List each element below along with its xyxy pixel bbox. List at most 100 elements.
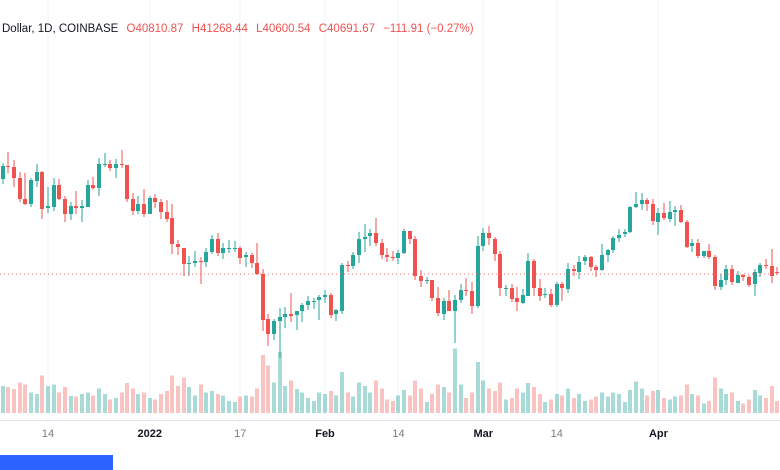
price-chart-canvas[interactable] bbox=[0, 0, 780, 420]
volume-bar bbox=[690, 393, 694, 413]
volume-bar bbox=[396, 395, 400, 413]
volume-bar bbox=[741, 403, 745, 413]
candle-body bbox=[6, 166, 10, 167]
volume-bar bbox=[108, 399, 112, 413]
volume-bar bbox=[323, 393, 327, 413]
volume-bar bbox=[368, 392, 372, 413]
volume-bar bbox=[408, 395, 412, 413]
candle-body bbox=[91, 185, 95, 188]
candle-body bbox=[736, 275, 740, 283]
ohlc-low: L40600.54 bbox=[256, 23, 311, 35]
volume-bar bbox=[577, 393, 581, 413]
candle-body bbox=[589, 257, 593, 267]
candle-body bbox=[555, 284, 559, 305]
volume-bar bbox=[97, 388, 101, 413]
candle-body bbox=[385, 255, 389, 257]
candle-body bbox=[86, 185, 90, 207]
candle-body bbox=[685, 222, 689, 247]
volume-bar bbox=[52, 384, 56, 413]
footer-blue-bar[interactable] bbox=[0, 455, 113, 470]
candle-body bbox=[368, 233, 372, 236]
volume-bar bbox=[724, 393, 728, 413]
candle-body bbox=[662, 213, 666, 218]
candle-body bbox=[526, 261, 530, 296]
volume-bar bbox=[199, 384, 203, 413]
volume-bar bbox=[402, 389, 406, 413]
candle-body bbox=[18, 178, 22, 199]
candle-body bbox=[193, 261, 197, 263]
time-axis-label[interactable]: Mar bbox=[473, 428, 494, 440]
volume-bar bbox=[374, 380, 378, 413]
candle-body bbox=[120, 164, 124, 165]
volume-bar bbox=[227, 400, 231, 413]
time-axis-label[interactable]: 2022 bbox=[137, 428, 163, 440]
candle-body bbox=[600, 255, 604, 270]
time-axis[interactable]: 14 2022 17 Feb 14 Mar 14 Apr bbox=[0, 420, 780, 449]
volume-bar bbox=[385, 399, 389, 413]
time-axis-label[interactable]: 14 bbox=[41, 428, 55, 440]
volume-bar bbox=[504, 399, 508, 413]
volume-bar bbox=[600, 392, 604, 413]
candle-body bbox=[312, 301, 316, 302]
candle-body bbox=[640, 200, 644, 204]
volume-bar bbox=[86, 392, 90, 413]
candle-body bbox=[724, 269, 728, 280]
volume-bar bbox=[555, 393, 559, 413]
volume-bar bbox=[182, 377, 186, 413]
candle-body bbox=[340, 265, 344, 311]
volume-bar bbox=[589, 399, 593, 413]
candle-body bbox=[346, 265, 350, 266]
candle-body bbox=[46, 206, 50, 208]
volume-bar bbox=[532, 387, 536, 413]
candle-body bbox=[707, 251, 711, 257]
volume-bar bbox=[159, 393, 163, 413]
candle-body bbox=[153, 198, 157, 202]
candle-body bbox=[176, 244, 180, 247]
volume-bar bbox=[6, 387, 10, 413]
candle-body bbox=[283, 314, 287, 317]
candle-body bbox=[250, 255, 254, 263]
volume-bar bbox=[187, 387, 191, 413]
volume-bar bbox=[250, 396, 254, 413]
candle-body bbox=[538, 288, 542, 296]
candle-body bbox=[278, 317, 282, 321]
volume-bar bbox=[238, 396, 242, 413]
candle-body bbox=[453, 300, 457, 311]
volume-bar bbox=[74, 396, 78, 413]
volume-bar bbox=[656, 389, 660, 413]
candle-body bbox=[1, 166, 5, 179]
candle-body bbox=[770, 266, 774, 276]
volume-bar bbox=[707, 400, 711, 413]
candle-body bbox=[408, 231, 412, 239]
time-axis-label[interactable]: 17 bbox=[234, 428, 247, 440]
volume-bar bbox=[35, 393, 39, 413]
candle-body bbox=[730, 269, 734, 282]
volume-bar bbox=[493, 391, 497, 413]
time-axis-label[interactable]: Apr bbox=[648, 428, 668, 440]
symbol-title[interactable]: Dollar, 1D, COINBASE bbox=[2, 23, 119, 35]
volume-bar bbox=[702, 403, 706, 413]
candle-body bbox=[419, 276, 423, 281]
candle-body bbox=[266, 319, 270, 334]
volume-bar bbox=[136, 393, 140, 413]
candle-body bbox=[40, 172, 44, 209]
candle-body bbox=[103, 164, 107, 165]
volume-bar bbox=[668, 399, 672, 413]
volume-bar bbox=[662, 398, 666, 413]
candle-body bbox=[442, 301, 446, 314]
volume-bar bbox=[300, 392, 304, 413]
chart-legend: Dollar, 1D, COINBASE O40810.87 H41268.44… bbox=[2, 23, 479, 35]
time-axis-label[interactable]: Feb bbox=[315, 428, 335, 440]
candle-body bbox=[753, 272, 757, 284]
candle-body bbox=[764, 265, 768, 266]
candle-body bbox=[470, 291, 474, 306]
time-axis-label[interactable]: 14 bbox=[392, 428, 405, 440]
volume-bar bbox=[153, 399, 157, 413]
volume-bar bbox=[278, 351, 282, 413]
candle-body bbox=[255, 263, 259, 274]
candle-body bbox=[611, 238, 615, 250]
time-axis-label[interactable]: 14 bbox=[550, 428, 563, 440]
candle-body bbox=[476, 246, 480, 306]
candle-body bbox=[690, 243, 694, 246]
